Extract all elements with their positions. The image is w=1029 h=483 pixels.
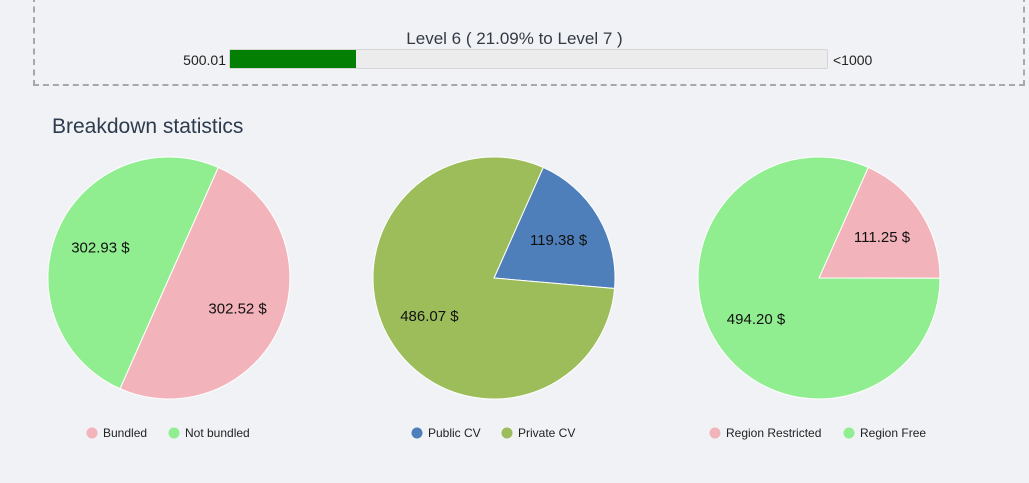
legend-marker bbox=[843, 427, 855, 439]
legend-label[interactable]: Not bundled bbox=[185, 426, 250, 440]
level-max-label: <1000 bbox=[833, 52, 873, 68]
legend-marker bbox=[709, 427, 721, 439]
level-progress-bar bbox=[229, 49, 828, 69]
legend-label[interactable]: Private CV bbox=[518, 426, 575, 440]
level-panel bbox=[33, 0, 1025, 86]
pie-slice-bundled[interactable] bbox=[119, 166, 291, 400]
pie-slice-not-bundled[interactable] bbox=[47, 156, 219, 390]
pie-chart-1: 302.52 $ 302.93 $ Bundled Not bundled bbox=[47, 156, 291, 440]
legend-label[interactable]: Public CV bbox=[428, 426, 481, 440]
pie-slice-private-cv[interactable] bbox=[372, 156, 616, 400]
legend-label[interactable]: Region Free bbox=[860, 426, 926, 440]
pie-slice-value-label: 494.20 $ bbox=[727, 311, 786, 328]
pie-chart-2: 119.38 $ 486.07 $ Public CV Private CV bbox=[372, 156, 616, 440]
pie-slice-value-label: 486.07 $ bbox=[400, 308, 459, 325]
legend-label[interactable]: Bundled bbox=[103, 426, 147, 440]
legend-label[interactable]: Region Restricted bbox=[726, 426, 821, 440]
legend-marker bbox=[168, 427, 180, 439]
level-progress-fill bbox=[230, 50, 356, 68]
pie-slice-region-free[interactable] bbox=[697, 156, 941, 400]
pie-slice-value-label: 302.93 $ bbox=[71, 240, 130, 257]
pie-slice-value-label: 302.52 $ bbox=[208, 300, 267, 317]
legend-marker bbox=[501, 427, 513, 439]
pie-chart-3: 111.25 $ 494.20 $ Region Restricted Region … bbox=[697, 156, 941, 440]
pie-slice-region-restricted[interactable] bbox=[818, 166, 941, 279]
legend-marker bbox=[411, 427, 423, 439]
level-title: Level 6 ( 21.09% to Level 7 ) bbox=[406, 29, 623, 48]
pie-slice-value-label: 119.38 $ bbox=[530, 232, 588, 249]
pie-slice-public-cv[interactable] bbox=[493, 166, 616, 290]
level-min-label: 500.01 bbox=[183, 52, 226, 68]
pie-slice-value-label: 111.25 $ bbox=[854, 229, 911, 246]
legend-marker bbox=[86, 427, 98, 439]
section-title: Breakdown statistics bbox=[52, 115, 244, 138]
